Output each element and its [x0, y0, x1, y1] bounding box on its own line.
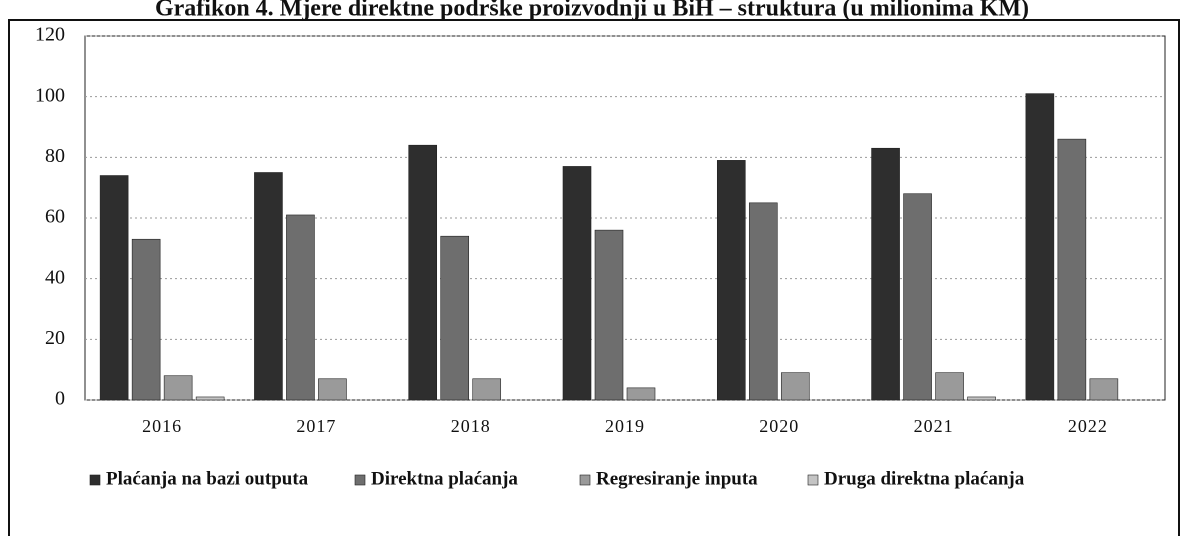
y-tick-label: 60: [45, 206, 65, 228]
y-tick-label: 120: [35, 24, 65, 46]
bar: [903, 193, 932, 401]
bar: [163, 375, 193, 401]
bar: [1057, 138, 1087, 401]
x-tick-label: 2017: [296, 416, 336, 436]
x-tick-label: 2019: [605, 416, 645, 436]
bar: [131, 238, 161, 401]
bar: [195, 396, 225, 401]
x-tick-label: 2016: [142, 416, 182, 436]
legend-label: Plaćanja na bazi outputa: [106, 468, 309, 489]
bar: [472, 378, 502, 401]
bar: [286, 214, 315, 401]
bar: [626, 387, 656, 401]
bar: [780, 372, 810, 401]
bar: [1025, 93, 1055, 401]
y-tick-label: 40: [45, 266, 65, 288]
bar: [440, 235, 470, 401]
bar: [408, 144, 438, 401]
bar: [748, 202, 778, 401]
bar: [99, 175, 129, 401]
x-tick-label: 2018: [451, 416, 491, 436]
legend-swatch: [579, 474, 591, 486]
bar: [562, 166, 592, 401]
bar: [318, 378, 347, 401]
y-tick-label: 0: [55, 388, 65, 410]
bar: [254, 172, 283, 401]
legend-label: Druga direktna plaćanja: [824, 468, 1025, 489]
bar: [716, 160, 746, 401]
legend-swatch: [807, 474, 819, 486]
chart-title: Grafikon 4. Mjere direktne podrške proiz…: [155, 0, 1029, 22]
x-tick-label: 2022: [1068, 416, 1108, 436]
legend-label: Regresiranje inputa: [596, 468, 758, 489]
x-tick-label: 2021: [914, 416, 954, 436]
bar: [967, 396, 996, 401]
x-tick-label: 2020: [759, 416, 799, 436]
bar: [935, 372, 964, 401]
bar: [1089, 378, 1119, 401]
y-tick-label: 20: [45, 327, 65, 349]
bar: [871, 147, 900, 401]
legend-swatch: [354, 474, 366, 486]
legend-swatch: [89, 474, 101, 486]
chart-frame: [8, 19, 1180, 536]
legend-label: Direktna plaćanja: [371, 468, 518, 489]
y-tick-label: 80: [45, 145, 65, 167]
bar: [594, 229, 624, 401]
y-tick-label: 100: [35, 84, 65, 106]
